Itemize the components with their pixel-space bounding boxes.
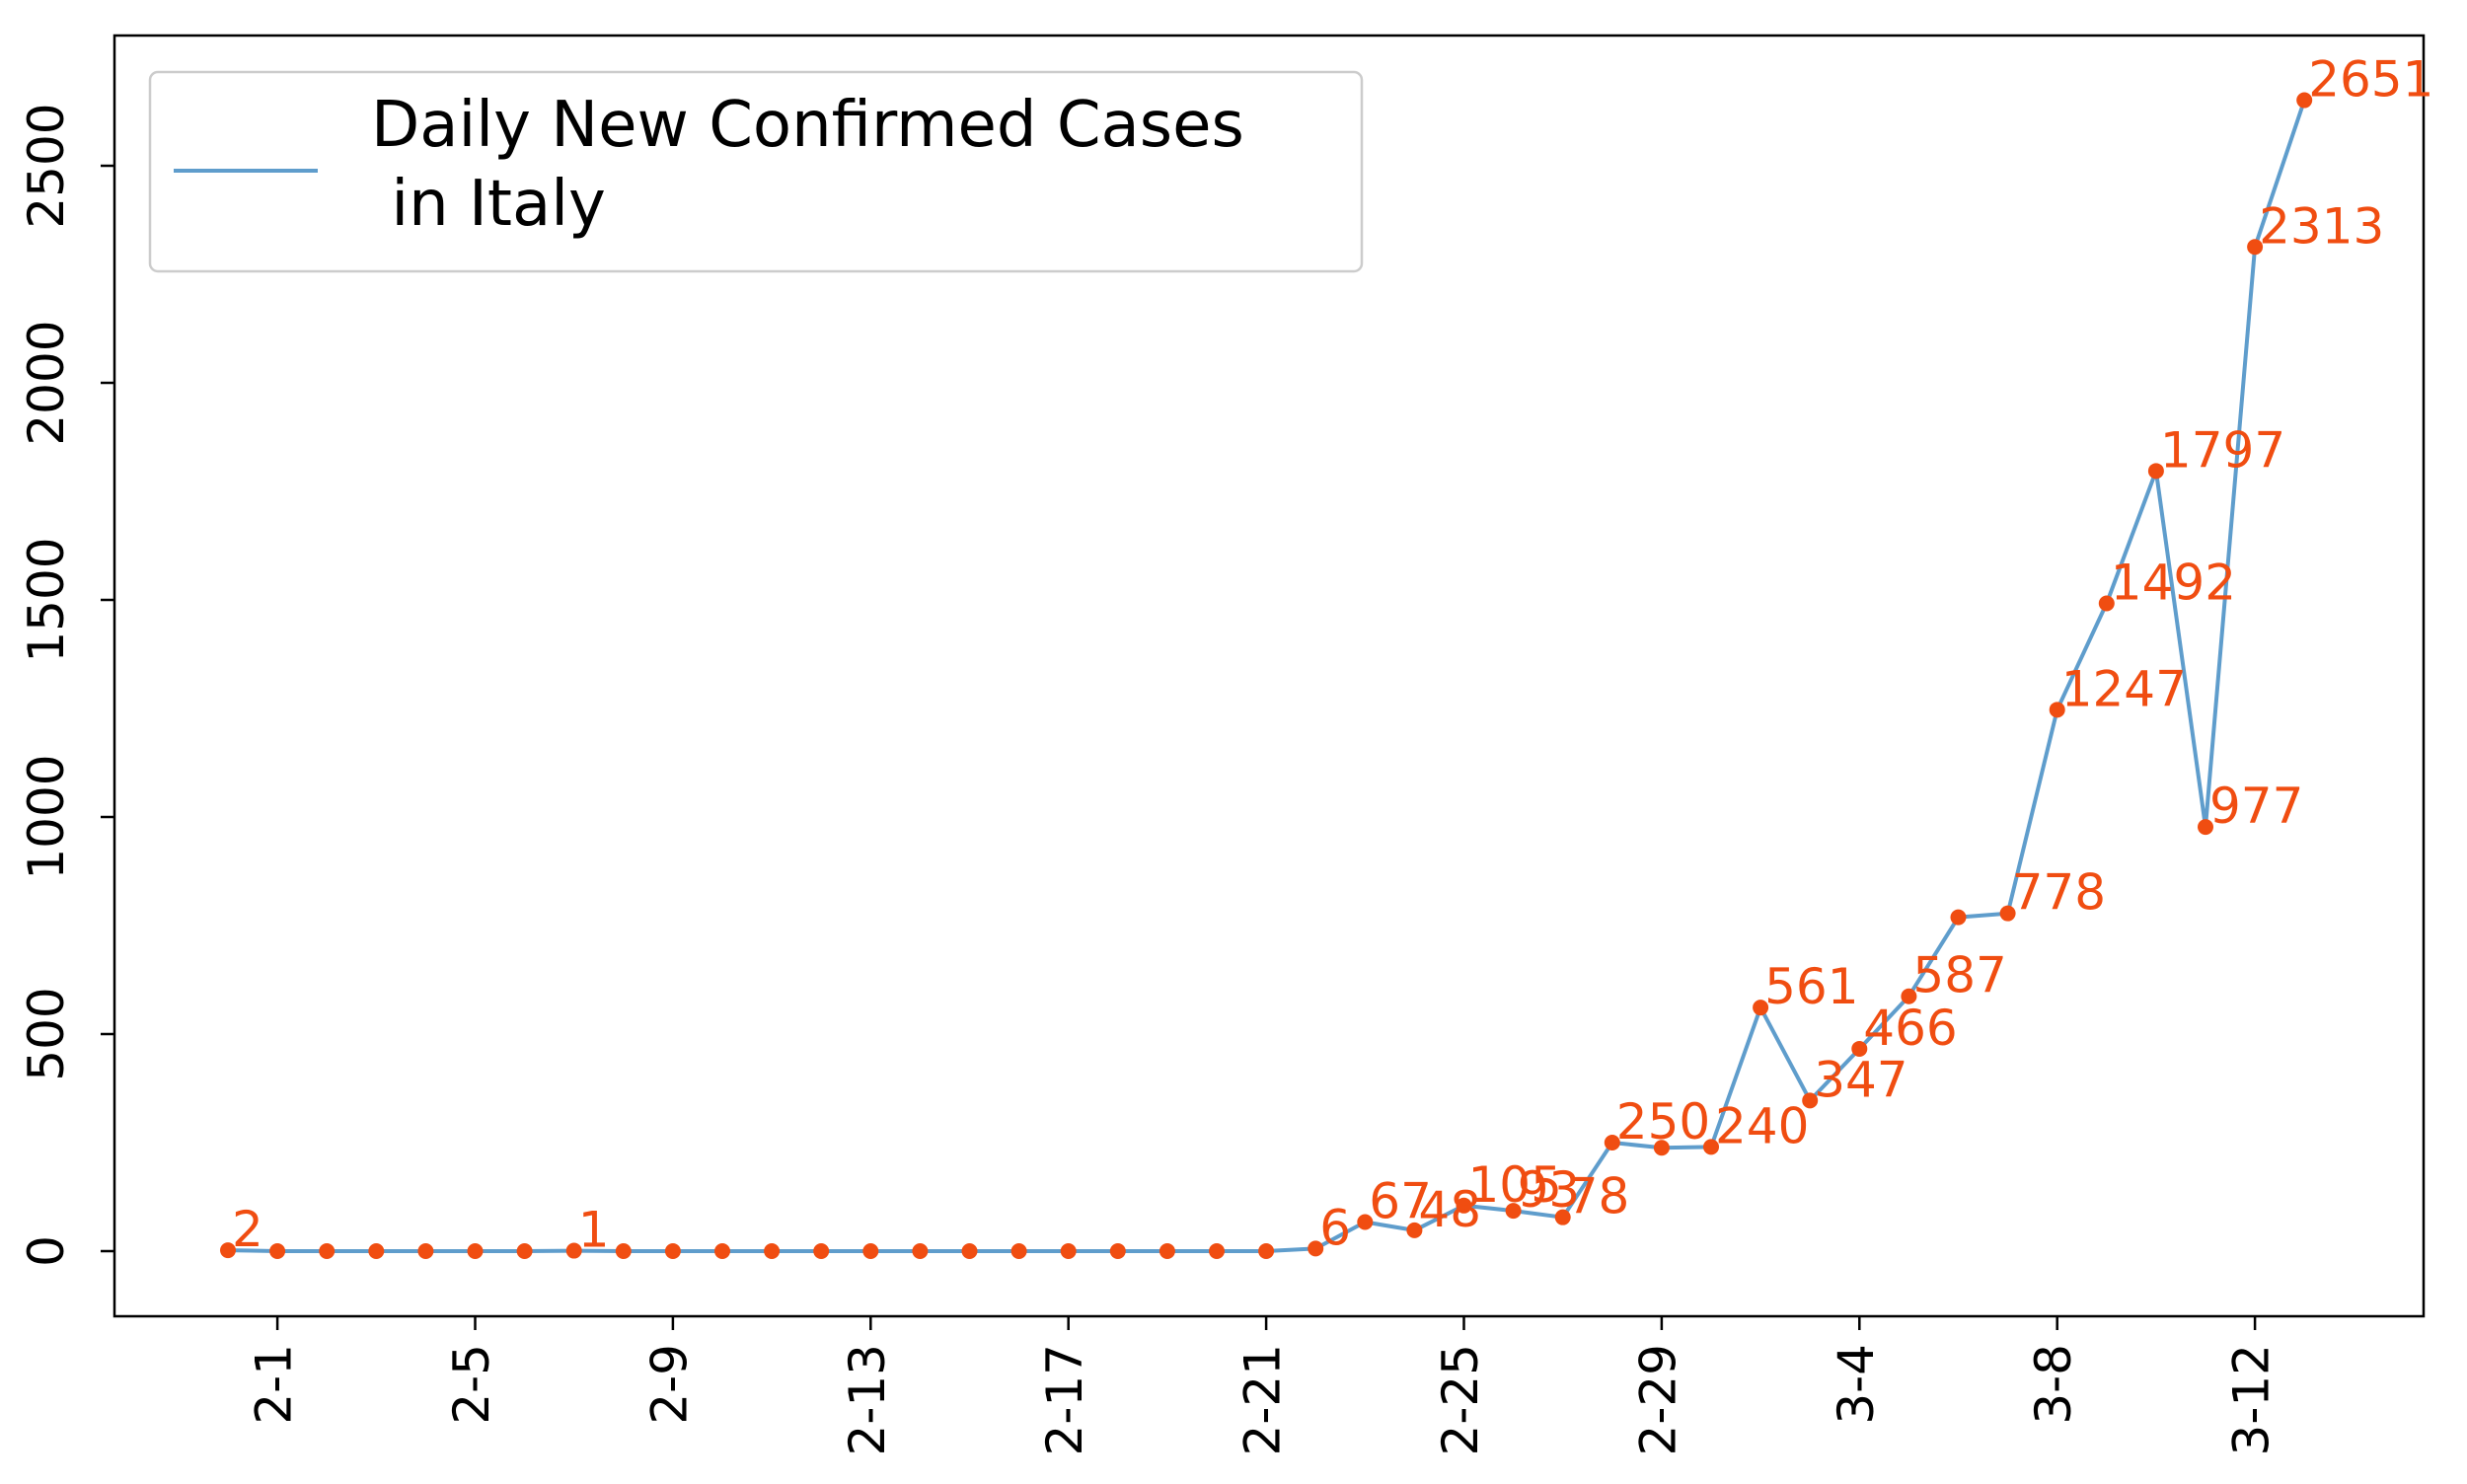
- data-label: 78: [1567, 1168, 1630, 1225]
- data-point: [1406, 1222, 1423, 1238]
- data-point: [2049, 702, 2065, 718]
- data-point: [368, 1243, 385, 1259]
- legend-label-line-1: Daily New Confirmed Cases: [371, 89, 1244, 162]
- legend-label-line-2: in Italy: [371, 168, 606, 241]
- y-tick-label: 0: [18, 1235, 75, 1267]
- data-label: 240: [1715, 1097, 1809, 1154]
- data-point: [565, 1242, 582, 1259]
- data-point: [1505, 1203, 1522, 1220]
- data-point: [961, 1243, 978, 1259]
- data-point: [912, 1243, 929, 1259]
- x-tick-label: 2-29: [1629, 1344, 1686, 1455]
- data-label: 587: [1912, 947, 2006, 1004]
- y-tick-label: 2500: [18, 103, 75, 228]
- data-point: [319, 1243, 336, 1259]
- data-label: 347: [1814, 1051, 1907, 1108]
- data-point: [516, 1243, 533, 1259]
- y-tick-label: 500: [18, 987, 75, 1080]
- data-label: 67: [1369, 1173, 1432, 1230]
- data-point: [1999, 905, 2016, 922]
- data-point: [764, 1243, 781, 1259]
- data-label: 2651: [2308, 51, 2433, 109]
- data-label: 1: [578, 1202, 610, 1259]
- legend-box: [148, 70, 1364, 273]
- axis-layer: 2-1 2-5 2-9 2-13 2-17 2-21 2-25 2-29 3-4 3-8 3-12 0…: [18, 103, 2280, 1455]
- x-tick-label: 2-9: [640, 1344, 698, 1425]
- data-label: 48: [1418, 1181, 1481, 1238]
- y-tick-label: 2000: [18, 320, 75, 445]
- data-point: [2147, 463, 2164, 480]
- data-point: [1258, 1243, 1275, 1259]
- x-tick-label: 2-25: [1432, 1344, 1489, 1455]
- data-label: 6: [1319, 1199, 1351, 1256]
- x-tick-label: 2-17: [1036, 1344, 1093, 1455]
- data-label: 1797: [2160, 421, 2285, 479]
- data-point: [1060, 1243, 1077, 1259]
- data-label: 778: [2012, 864, 2106, 922]
- data-point: [417, 1243, 434, 1259]
- data-point: [615, 1243, 632, 1259]
- data-point: [1802, 1092, 1819, 1109]
- data-point: [220, 1242, 236, 1259]
- data-point: [1950, 909, 1967, 926]
- data-point: [1357, 1214, 1374, 1230]
- x-tick-label: 2-5: [443, 1344, 500, 1425]
- data-point: [1159, 1243, 1175, 1259]
- x-tick-label: 3-8: [2025, 1344, 2082, 1425]
- data-point: [269, 1243, 286, 1259]
- data-point: [1209, 1243, 1225, 1259]
- data-label: 2313: [2259, 197, 2384, 255]
- data-point: [1851, 1040, 1868, 1057]
- data-point: [2247, 239, 2264, 256]
- data-label: 105: [1468, 1156, 1562, 1214]
- data-point: [1010, 1243, 1027, 1259]
- x-tick-label: 2-21: [1234, 1344, 1292, 1455]
- x-tick-label: 3-12: [2223, 1344, 2280, 1455]
- data-point: [1604, 1135, 1620, 1150]
- data-point: [1753, 1000, 1769, 1016]
- data-point: [467, 1243, 484, 1259]
- data-point: [1554, 1209, 1571, 1225]
- data-label: 93: [1518, 1161, 1581, 1219]
- data-point: [1653, 1140, 1670, 1156]
- data-label: 250: [1616, 1093, 1710, 1150]
- data-point: [2198, 819, 2213, 836]
- data-point: [2098, 595, 2115, 612]
- data-point: [1308, 1240, 1324, 1257]
- data-point: [1703, 1139, 1719, 1155]
- data-label: 466: [1863, 1000, 1957, 1057]
- data-label: 2: [232, 1201, 263, 1258]
- data-label: 561: [1764, 958, 1858, 1015]
- data-point: [1901, 988, 1917, 1004]
- data-point: [1109, 1243, 1126, 1259]
- y-tick-label: 1000: [18, 754, 75, 879]
- x-tick-label: 2-13: [839, 1344, 896, 1455]
- data-label: 1247: [2061, 660, 2187, 717]
- data-point: [664, 1243, 681, 1259]
- data-point: [813, 1243, 830, 1259]
- data-point: [2296, 92, 2313, 109]
- data-label: 1492: [2111, 555, 2236, 612]
- data-point: [714, 1243, 730, 1259]
- legend: Daily New Confirmed Cases in Italy: [148, 70, 1364, 273]
- data-point: [862, 1243, 879, 1259]
- data-point: [1456, 1197, 1472, 1214]
- data-label: 977: [2209, 778, 2303, 835]
- x-tick-label: 3-4: [1828, 1344, 1885, 1425]
- x-tick-label: 2-1: [246, 1344, 303, 1425]
- y-tick-label: 1500: [18, 537, 75, 662]
